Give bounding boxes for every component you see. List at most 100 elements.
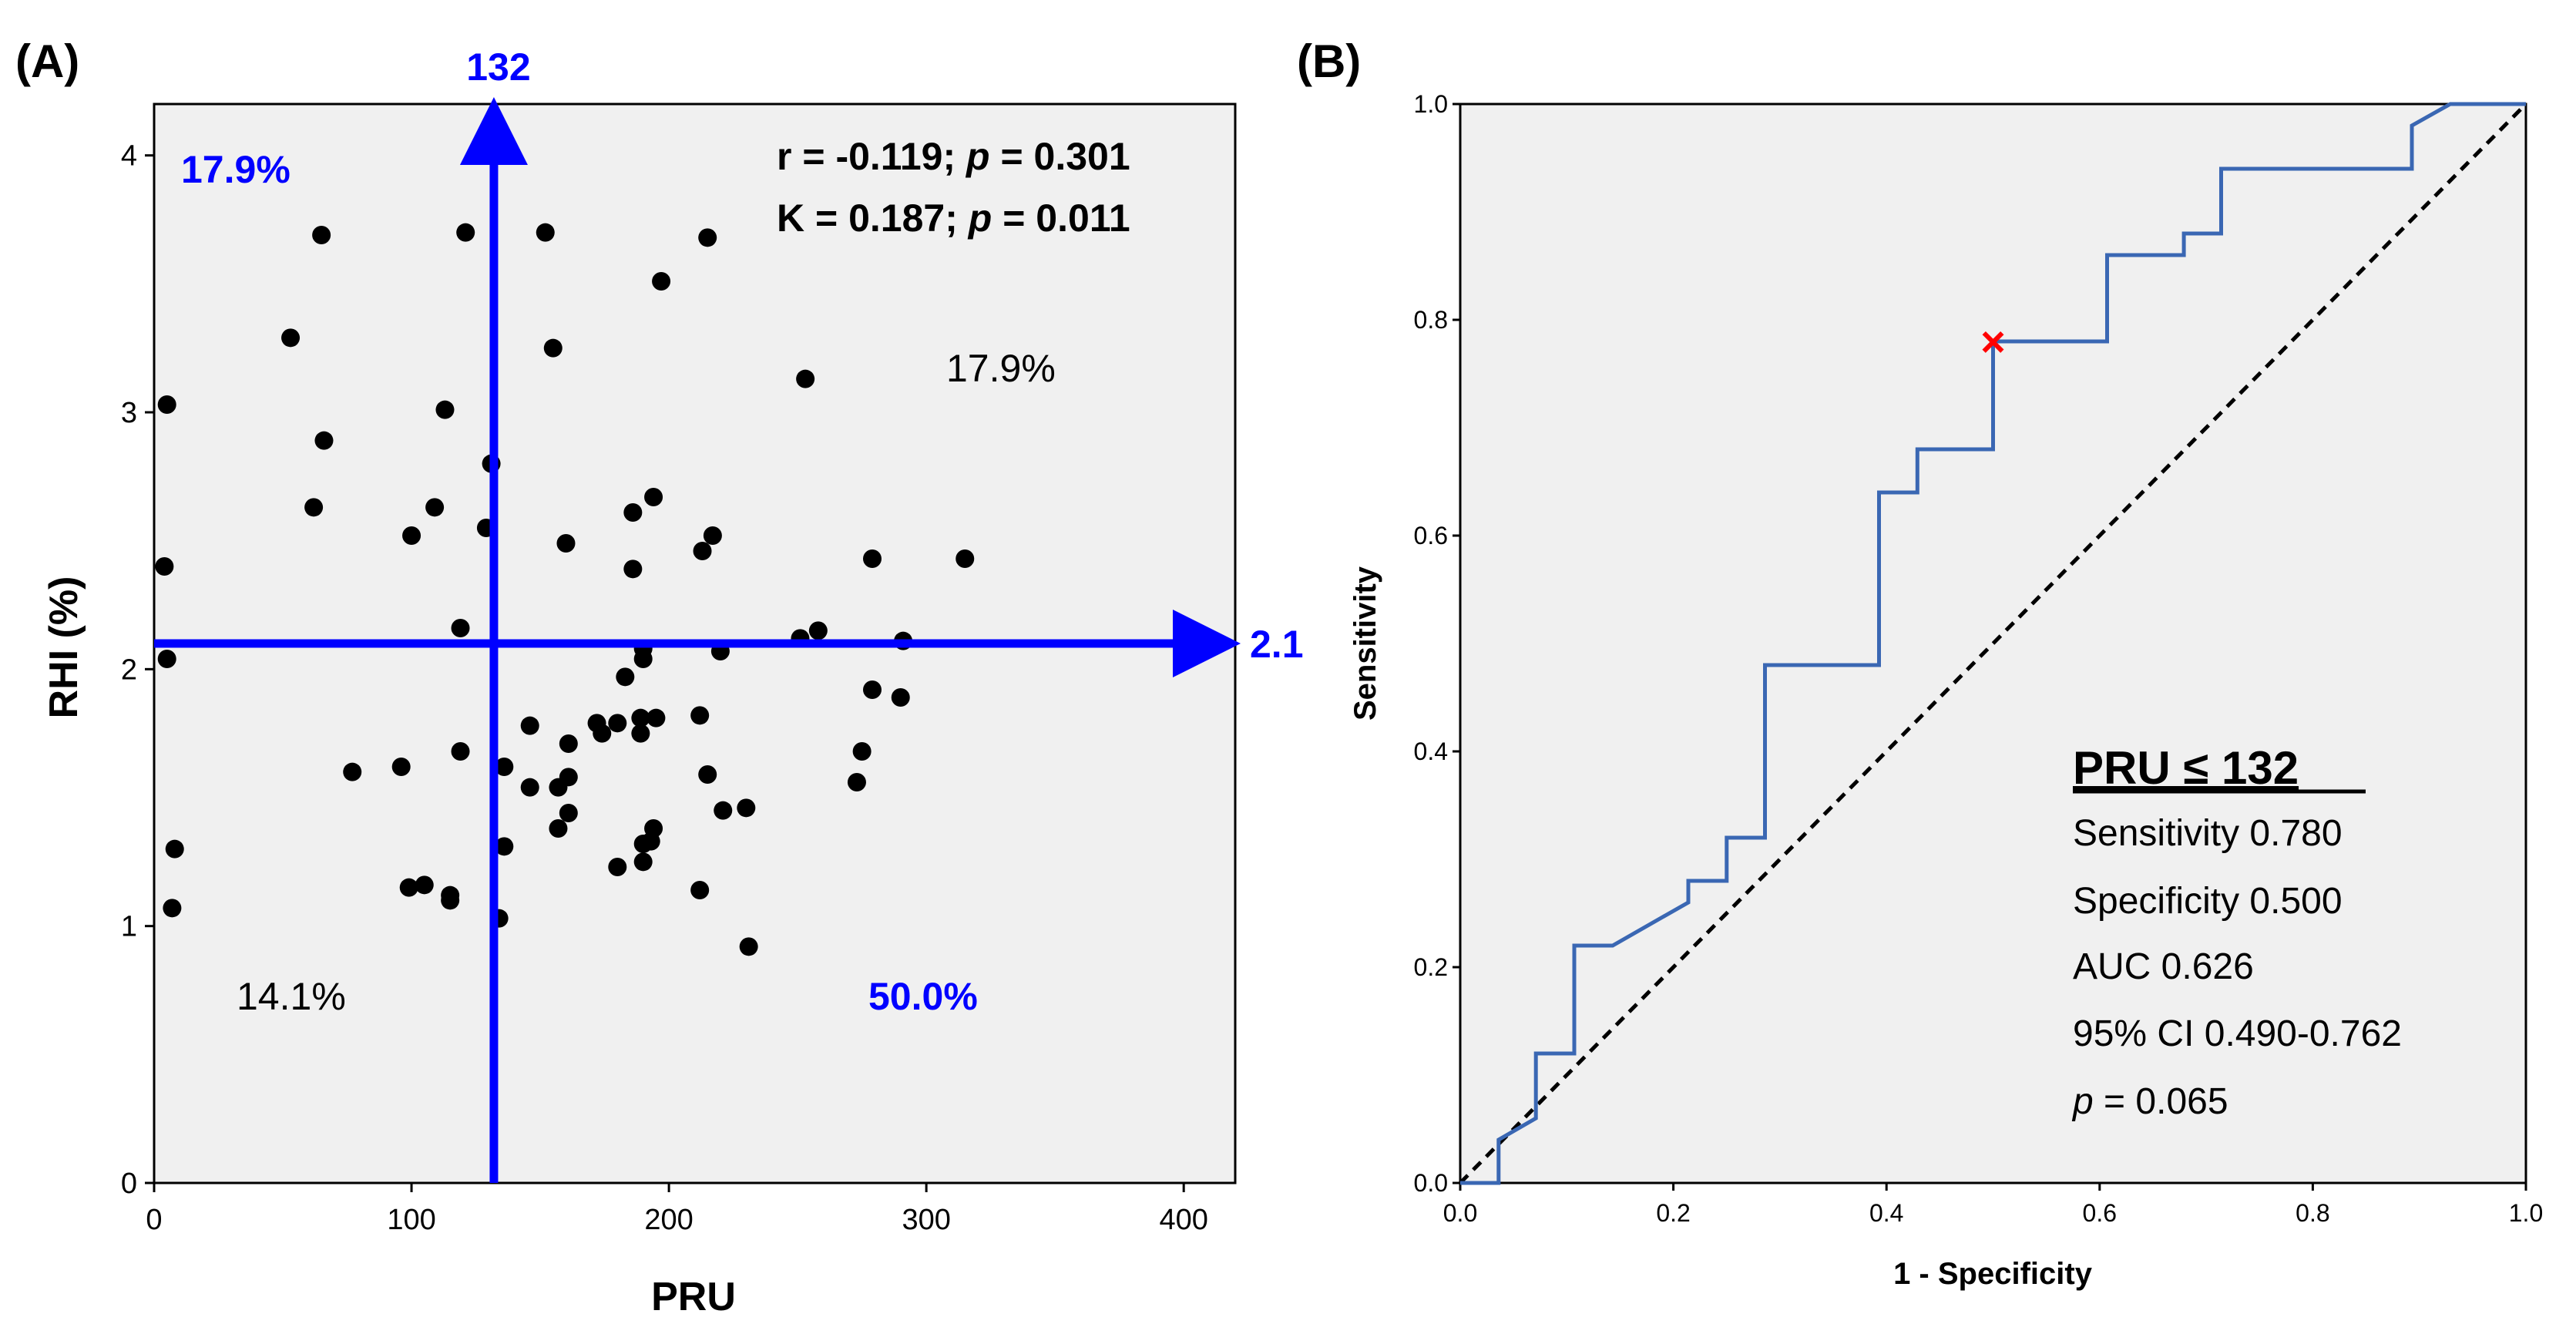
x-tick-label: 0.2: [1656, 1199, 1690, 1227]
x-tick-label: 1.0: [2509, 1199, 2543, 1227]
data-point: [693, 542, 712, 560]
x-tick-label: 300: [902, 1204, 950, 1236]
data-point: [312, 226, 331, 244]
y-tick-label: 1: [121, 911, 137, 943]
data-point: [495, 758, 514, 776]
data-point: [451, 742, 470, 761]
quadrant-lower-left-label: 14.1%: [237, 975, 346, 1018]
stats-r: r = -0.119;: [777, 135, 956, 178]
x-tick-label: 0.8: [2296, 1199, 2329, 1227]
x-tick-label: 100: [387, 1204, 435, 1236]
data-point: [703, 526, 722, 545]
data-point: [623, 503, 643, 522]
panel-a-y-axis: 0 1 2 3 4: [121, 140, 154, 1200]
data-point: [698, 228, 717, 247]
data-point: [559, 768, 578, 787]
data-point: [520, 716, 539, 735]
y-tick-label: 0: [121, 1168, 137, 1200]
data-point: [163, 899, 182, 918]
data-point: [862, 680, 882, 699]
data-point: [698, 765, 717, 784]
panel-b-xlabel: 1 - Specificity: [1893, 1257, 2093, 1291]
data-point: [808, 621, 828, 640]
panel-a-label: (A): [15, 35, 79, 87]
cutoff-x-label: 132: [466, 45, 530, 89]
data-point: [456, 223, 475, 242]
panel-a-ylabel: RHI (%): [42, 576, 86, 719]
data-point: [495, 837, 514, 856]
data-point: [593, 724, 612, 743]
panel-b-y-axis: 0.0 0.2 0.4 0.6 0.8 1.0: [1414, 90, 1460, 1197]
data-point: [343, 762, 362, 781]
panel-b-ylabel: Sensitivity: [1348, 566, 1382, 721]
y-tick-label: 4: [121, 140, 137, 173]
data-point: [556, 534, 576, 553]
data-point: [549, 819, 568, 838]
data-point: [631, 724, 650, 743]
data-point: [155, 557, 174, 576]
data-point: [520, 778, 539, 797]
data-point: [281, 328, 301, 348]
stats-k-line: K = 0.187; p = 0.011: [777, 197, 1130, 240]
data-point: [690, 881, 710, 899]
y-tick-label: 0.0: [1414, 1169, 1448, 1197]
stats-r-line: r = -0.119; p = 0.301: [777, 135, 1130, 178]
quadrant-upper-left-label: 17.9%: [181, 148, 291, 191]
stats-r-p-value: = 0.301: [990, 135, 1130, 178]
x-tick-label: 0.6: [2083, 1199, 2117, 1227]
x-tick-label: 0.0: [1443, 1199, 1477, 1227]
y-tick-label: 0.8: [1414, 306, 1448, 334]
data-point: [891, 688, 910, 707]
data-point: [608, 858, 627, 876]
cutoff-y-label: 2.1: [1250, 623, 1304, 666]
x-tick-label: 0: [146, 1204, 162, 1236]
panel-a-points: [155, 223, 975, 956]
panel-b-label: (B): [1297, 35, 1361, 87]
y-tick-label: 0.4: [1414, 738, 1448, 765]
data-point: [847, 773, 866, 791]
y-tick-label: 3: [121, 397, 137, 429]
quadrant-lower-right-label: 50.0%: [868, 975, 978, 1018]
stats-k-p: p: [967, 197, 992, 240]
data-point: [623, 559, 643, 579]
data-point: [737, 798, 756, 818]
data-point: [608, 714, 627, 733]
data-point: [633, 650, 653, 668]
annotation-auc: AUC 0.626: [2073, 946, 2254, 987]
data-point: [862, 549, 882, 568]
data-point: [690, 706, 710, 725]
data-point: [647, 708, 666, 727]
data-point: [391, 758, 411, 776]
annotation-p: p: [2071, 1081, 2094, 1122]
data-point: [739, 937, 758, 956]
data-point: [304, 498, 324, 517]
data-point: [157, 395, 176, 414]
data-point: [631, 708, 650, 727]
quadrant-upper-right-label: 17.9%: [946, 347, 1056, 390]
data-point: [314, 431, 334, 450]
data-point: [796, 369, 815, 388]
data-point: [616, 667, 635, 687]
data-point: [425, 498, 445, 517]
roc-curve: [1460, 102, 2526, 1185]
data-point: [543, 338, 563, 358]
data-point: [451, 619, 470, 637]
data-point: [714, 801, 733, 820]
cutoff-marker: ×: [1980, 318, 2006, 366]
data-point: [644, 819, 663, 838]
data-point: [956, 549, 975, 568]
annotation-title: PRU ≤ 132: [2073, 742, 2299, 794]
data-point: [652, 272, 671, 291]
x-tick-label: 400: [1159, 1204, 1207, 1236]
stats-r-p: p: [965, 135, 990, 178]
data-point: [536, 223, 555, 242]
y-tick-label: 0.6: [1414, 522, 1448, 549]
data-point: [559, 734, 578, 753]
panel-a-x-axis: 0 100 200 300 400: [146, 1183, 1208, 1236]
x-tick-label: 200: [644, 1204, 693, 1236]
panel-a-xlabel: PRU: [651, 1275, 736, 1319]
data-point: [852, 742, 872, 761]
annotation-ci: 95% CI 0.490-0.762: [2073, 1013, 2402, 1054]
stats-k-p-value: = 0.011: [992, 197, 1130, 240]
